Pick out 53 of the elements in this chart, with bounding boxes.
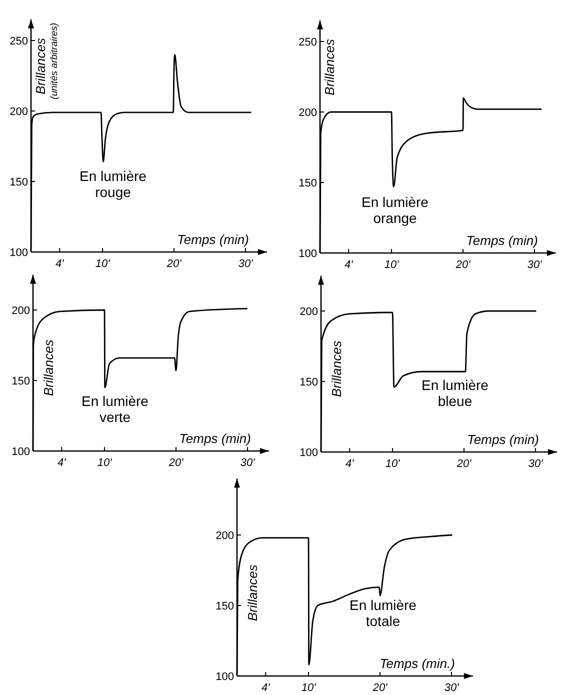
x-tick-label: 30' — [444, 682, 460, 694]
x-tick-label: 20' — [456, 458, 472, 470]
y-tick-label: 150 — [298, 178, 317, 190]
x-axis-title: Temps (min) — [466, 233, 538, 248]
annotation: En lumière orange — [362, 194, 429, 226]
y-tick-label: 250 — [10, 36, 28, 48]
y-tick-label: 100 — [216, 671, 234, 683]
y-tick-label: 100 — [12, 446, 30, 458]
y-tick-label: 200 — [12, 305, 30, 317]
y-tick-label: 100 — [298, 248, 317, 260]
x-tick-label: 10' — [385, 458, 401, 470]
y-tick-label: 200 — [216, 530, 234, 542]
x-tick-label: 20' — [168, 457, 184, 469]
x-tick-label: 4' — [345, 458, 355, 470]
annotation: En lumière verte — [82, 393, 149, 425]
annotation: (unités arbitraires) — [49, 22, 60, 100]
x-tick-label: 10' — [301, 682, 317, 694]
y-tick-label: 100 — [300, 447, 318, 459]
y-tick-label: 250 — [298, 36, 317, 48]
x-tick-label: 20' — [372, 682, 388, 694]
x-axis-title: Temps (min) — [467, 432, 539, 447]
x-axis-title: Temps (min) — [179, 431, 251, 446]
x-tick-label: 30' — [528, 458, 544, 470]
x-tick-label: 4' — [55, 258, 65, 270]
y-axis-title: Brillances — [245, 564, 260, 621]
x-axis-title: Temps (min.) — [380, 656, 455, 671]
y-tick-label: 200 — [10, 106, 28, 118]
y-tick-label: 150 — [10, 176, 28, 188]
x-tick-label: 10' — [95, 258, 111, 270]
y-axis-title: Brillances — [41, 339, 56, 396]
annotation: En lumière rouge — [80, 168, 147, 200]
x-tick-label: 4' — [57, 457, 67, 469]
y-tick-label: 100 — [10, 247, 28, 259]
x-tick-label: 30' — [238, 258, 254, 270]
y-tick-label: 200 — [300, 306, 318, 318]
x-tick-label: 30' — [527, 259, 543, 271]
y-axis-title: Brillances — [329, 340, 344, 397]
annotation: En lumière bleue — [422, 377, 489, 409]
x-tick-label: 30' — [240, 457, 256, 469]
x-tick-label: 20' — [166, 258, 182, 270]
x-tick-label: 4' — [344, 259, 354, 271]
x-tick-label: 10' — [384, 259, 400, 271]
y-tick-label: 150 — [216, 600, 234, 612]
y-tick-label: 200 — [298, 107, 317, 119]
x-tick-label: 4' — [261, 682, 271, 694]
x-axis-title: Temps (min) — [177, 232, 249, 247]
y-axis-title: Brillances — [322, 38, 337, 96]
y-axis-title: Brillances — [33, 37, 48, 94]
x-tick-label: 20' — [454, 259, 472, 271]
y-tick-label: 150 — [300, 376, 318, 388]
x-tick-label: 10' — [97, 457, 113, 469]
y-tick-label: 150 — [12, 376, 30, 388]
annotation: En lumière totale — [350, 597, 417, 629]
